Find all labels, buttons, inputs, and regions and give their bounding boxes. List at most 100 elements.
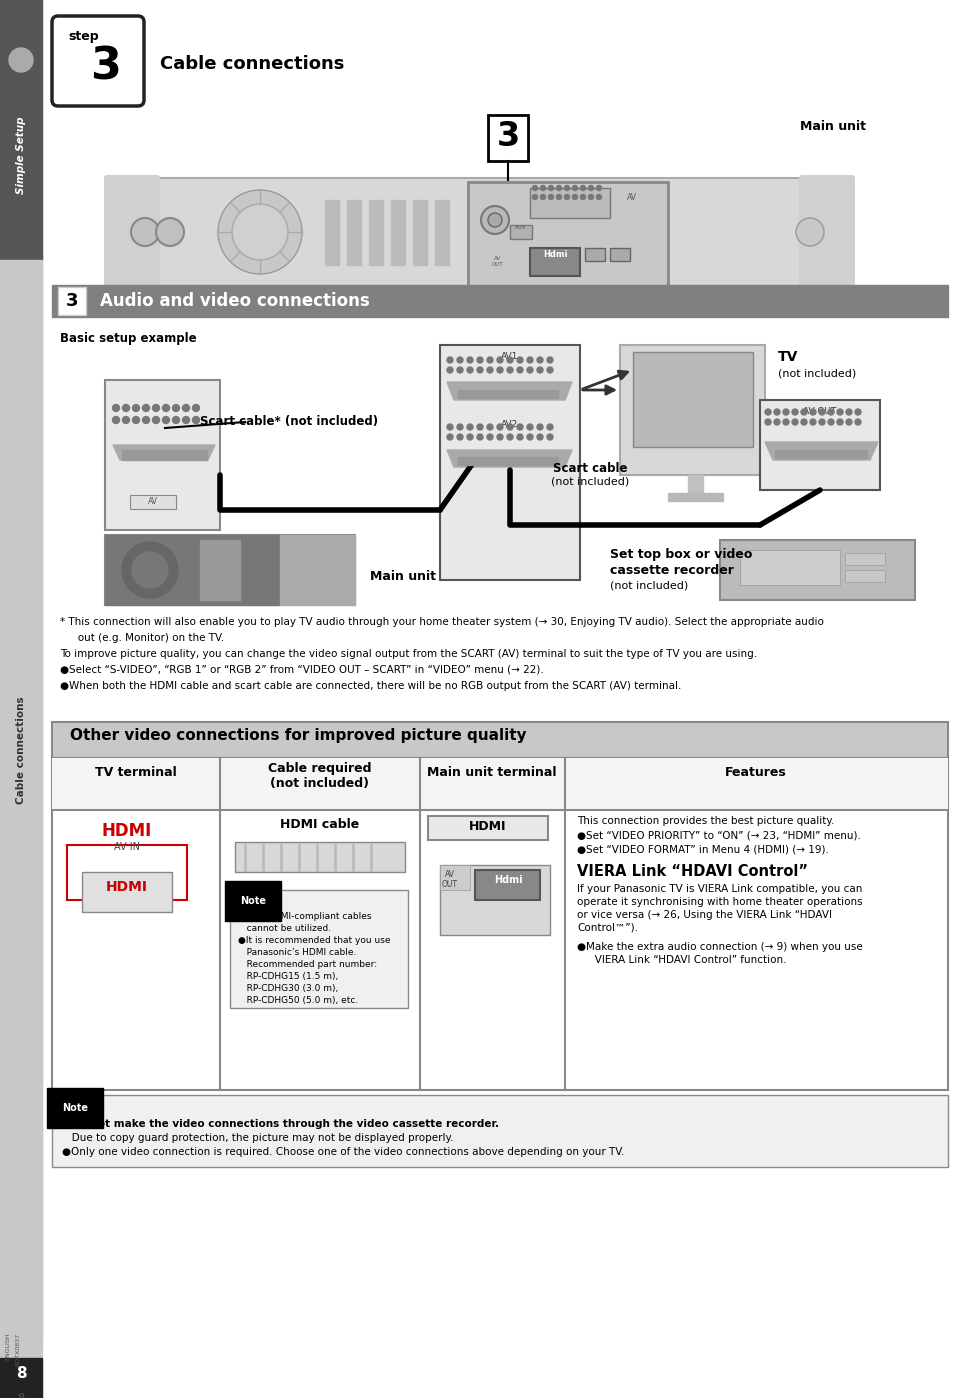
Bar [435,200,449,266]
Circle shape [447,433,453,440]
Polygon shape [447,382,572,400]
Circle shape [828,410,834,415]
FancyBboxPatch shape [67,844,187,900]
Text: HDMI cable: HDMI cable [280,818,360,830]
Bar [52,758,948,809]
Text: 3: 3 [65,292,79,310]
Circle shape [153,404,159,411]
Text: Panasonic’s HDMI cable.: Panasonic’s HDMI cable. [238,948,356,958]
Circle shape [540,194,545,200]
Bar [52,285,948,317]
Text: Other video connections for improved picture quality: Other video connections for improved pic… [70,728,527,742]
Bar [510,225,532,239]
Circle shape [507,433,513,440]
Text: step: step [68,29,99,43]
Circle shape [792,410,798,415]
Text: ●When both the HDMI cable and scart cable are connected, there will be no RGB ou: ●When both the HDMI cable and scart cabl… [60,681,682,691]
Circle shape [477,424,483,431]
Bar [58,287,86,315]
Circle shape [796,218,824,246]
Text: cannot be utilized.: cannot be utilized. [238,924,331,932]
Circle shape [457,433,463,440]
Text: Main unit terminal: Main unit terminal [427,766,557,779]
Bar [130,495,176,509]
Circle shape [162,417,170,424]
Circle shape [193,417,200,424]
Circle shape [765,410,771,415]
Text: HDMI: HDMI [106,879,148,893]
Circle shape [457,356,463,363]
Text: (not included): (not included) [778,368,856,377]
Circle shape [533,186,538,190]
Text: ●Make the extra audio connection (→ 9) when you use: ●Make the extra audio connection (→ 9) w… [577,942,863,952]
Bar [0,0,42,260]
Circle shape [548,186,554,190]
Circle shape [457,424,463,431]
Circle shape [819,419,825,425]
Circle shape [132,417,139,424]
Bar [52,1095,948,1167]
Circle shape [156,218,184,246]
Text: Recommended part number:: Recommended part number: [238,960,377,969]
Circle shape [533,194,538,200]
Text: or vice versa (→ 26, Using the VIERA Link “HDAVI: or vice versa (→ 26, Using the VIERA Lin… [577,910,832,920]
Bar [440,865,550,935]
Circle shape [507,368,513,373]
Circle shape [123,417,130,424]
Bar [105,535,280,605]
Circle shape [112,417,119,424]
Bar [369,200,383,266]
Circle shape [846,410,852,415]
Circle shape [123,404,130,411]
Bar [82,872,172,911]
Text: 3: 3 [496,120,519,152]
Text: VIERA Link “HDAVI Control” function.: VIERA Link “HDAVI Control” function. [585,955,786,965]
Circle shape [142,417,150,424]
Text: ●Select “S-VIDEO”, “RGB 1” or “RGB 2” from “VIDEO OUT – SCART” in “VIDEO” menu (: ●Select “S-VIDEO”, “RGB 1” or “RGB 2” fr… [60,665,543,675]
Circle shape [467,356,473,363]
Circle shape [497,433,503,440]
Text: RP-CDHG50 (5.0 m), etc.: RP-CDHG50 (5.0 m), etc. [238,995,358,1005]
Text: Note: Note [240,896,266,906]
Circle shape [182,404,189,411]
Circle shape [447,368,453,373]
Bar [845,554,885,565]
Circle shape [527,424,533,431]
Circle shape [581,186,586,190]
Circle shape [507,424,513,431]
Bar [845,570,885,582]
Text: 8: 8 [17,1392,25,1398]
Circle shape [810,410,816,415]
Circle shape [537,356,543,363]
Circle shape [193,404,200,411]
Text: out (e.g. Monitor) on the TV.: out (e.g. Monitor) on the TV. [68,633,224,643]
Text: Cable connections: Cable connections [160,55,345,73]
Text: Due to copy guard protection, the picture may not be displayed properly.: Due to copy guard protection, the pictur… [62,1132,453,1144]
Circle shape [588,186,593,190]
Circle shape [497,356,503,363]
Text: AV IN: AV IN [114,842,140,851]
Circle shape [564,194,569,200]
Circle shape [132,552,168,589]
Bar [280,535,355,605]
Text: This connection provides the best picture quality.: This connection provides the best pictur… [577,816,834,826]
Text: HDMI: HDMI [469,821,507,833]
Circle shape [581,194,586,200]
Bar [122,450,207,460]
Polygon shape [765,442,878,460]
Circle shape [467,433,473,440]
Circle shape [572,194,578,200]
Bar [52,721,948,758]
Text: operate it synchronising with home theater operations: operate it synchronising with home theat… [577,898,863,907]
Text: Hdmi: Hdmi [493,875,522,885]
Circle shape [540,186,545,190]
Circle shape [488,212,502,226]
Text: Scart cable: Scart cable [553,461,627,475]
Text: Cable required
(not included): Cable required (not included) [268,762,372,790]
Bar [440,345,580,580]
Circle shape [173,417,180,424]
Bar [391,200,405,266]
Bar [347,200,361,266]
Circle shape [447,424,453,431]
Text: Features: Features [725,766,787,779]
